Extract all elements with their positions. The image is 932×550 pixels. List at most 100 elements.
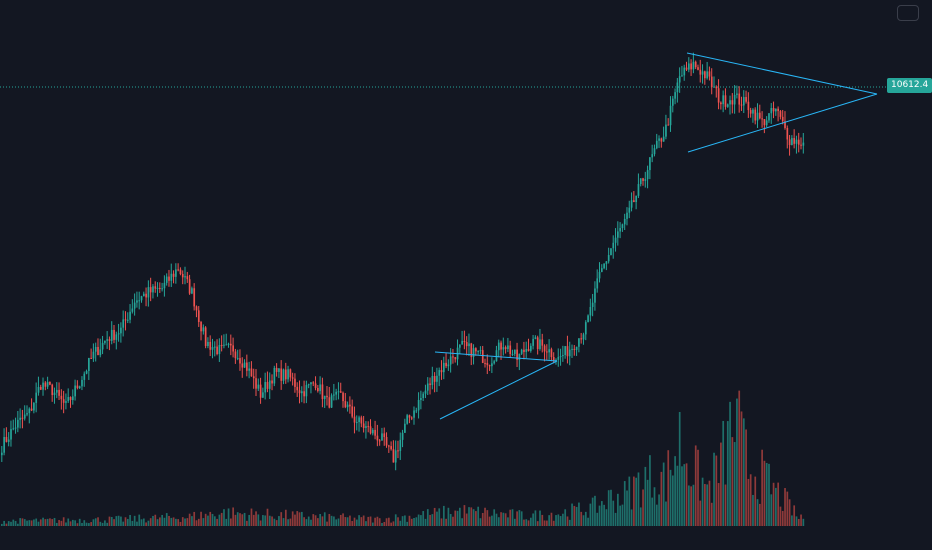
volume-bar xyxy=(644,466,647,526)
candle xyxy=(234,348,237,364)
candle-body xyxy=(317,387,319,392)
candle-body xyxy=(81,379,83,387)
candle xyxy=(323,395,326,408)
volume-bar xyxy=(154,514,157,526)
volume-bar xyxy=(181,517,184,526)
candle-body xyxy=(319,384,322,392)
candle xyxy=(305,380,308,404)
candle xyxy=(736,85,738,99)
candle-body xyxy=(468,343,470,347)
candle-body xyxy=(227,343,230,345)
candle-body xyxy=(633,200,635,203)
candle-body xyxy=(504,347,507,350)
volume-bar xyxy=(704,484,706,526)
candle xyxy=(477,350,480,355)
candle xyxy=(582,332,585,345)
volume-bar xyxy=(516,511,518,526)
volume-bar xyxy=(481,512,484,526)
last-price-label: 10612.4 xyxy=(887,78,932,93)
candle xyxy=(113,324,115,344)
volume-bar xyxy=(495,513,498,526)
candle xyxy=(658,135,660,148)
candle xyxy=(55,382,58,399)
candle-body xyxy=(124,319,127,321)
volume-bar xyxy=(90,522,93,526)
candle-body xyxy=(642,178,644,181)
volume-bar xyxy=(326,521,328,526)
candle xyxy=(775,108,777,116)
candle-body xyxy=(252,376,255,379)
candle-body xyxy=(580,338,583,340)
triangle-1-upper-trendline[interactable] xyxy=(434,351,558,362)
volume-bar xyxy=(60,520,63,526)
candle-body xyxy=(507,345,509,350)
triangle-2-upper-trendline[interactable] xyxy=(686,52,878,95)
volume-bar xyxy=(236,512,239,526)
volume-bar xyxy=(539,510,541,526)
candle xyxy=(614,228,617,252)
chart-toolbar-button[interactable] xyxy=(897,5,919,21)
candle-body xyxy=(653,148,656,155)
candle-body xyxy=(170,273,173,281)
volume-bar xyxy=(589,503,592,526)
volume-bar xyxy=(209,511,212,526)
candle xyxy=(415,407,418,414)
volume-bar xyxy=(337,518,340,526)
volume-bar xyxy=(307,516,310,526)
candle-body xyxy=(534,337,537,339)
volume-bar xyxy=(676,465,679,526)
volume-bar xyxy=(310,519,312,526)
candle xyxy=(388,444,390,453)
volume-bar xyxy=(754,476,757,526)
candle xyxy=(92,343,95,362)
candle xyxy=(19,408,22,429)
candle-body xyxy=(213,346,216,348)
volume-bar xyxy=(699,500,702,526)
volume-bar xyxy=(733,442,736,526)
candle xyxy=(417,392,420,419)
candle xyxy=(294,373,296,393)
volume-bar xyxy=(312,514,315,526)
triangle-1-lower-trendline[interactable] xyxy=(439,360,558,420)
volume-bar xyxy=(642,489,644,526)
trendline-layer[interactable] xyxy=(434,52,878,420)
candle-body xyxy=(573,348,576,350)
candle xyxy=(749,107,752,118)
candle xyxy=(573,345,576,356)
candle-body xyxy=(800,144,802,146)
volume-bar xyxy=(605,509,608,526)
candle xyxy=(779,109,782,120)
volume-bar xyxy=(452,516,454,526)
candle-body xyxy=(509,345,512,355)
volume-bar xyxy=(523,519,525,526)
candle xyxy=(220,335,223,352)
candle xyxy=(745,90,747,104)
volume-bar xyxy=(17,523,19,526)
candle xyxy=(321,377,324,408)
candle-body xyxy=(287,369,289,380)
volume-bar xyxy=(763,460,766,526)
volume-bar xyxy=(726,421,729,526)
volume-bar xyxy=(35,518,38,526)
candle-body xyxy=(362,423,365,428)
triangle-2-lower-trendline[interactable] xyxy=(687,93,878,153)
candle-body xyxy=(241,363,244,368)
volume-bar xyxy=(298,512,301,526)
candle xyxy=(355,415,358,431)
candle xyxy=(532,334,534,350)
candle xyxy=(154,281,157,293)
candle-body xyxy=(612,242,615,249)
candle-body xyxy=(731,100,734,105)
candle xyxy=(729,95,731,115)
candle-body xyxy=(541,339,544,346)
candle xyxy=(548,339,551,360)
candle-body xyxy=(78,386,81,389)
volume-bar xyxy=(630,509,633,526)
volume-bar xyxy=(303,517,305,526)
candle xyxy=(53,387,56,404)
volume-bar xyxy=(688,485,690,526)
candle-body xyxy=(294,378,296,387)
volume-bar xyxy=(278,516,280,526)
